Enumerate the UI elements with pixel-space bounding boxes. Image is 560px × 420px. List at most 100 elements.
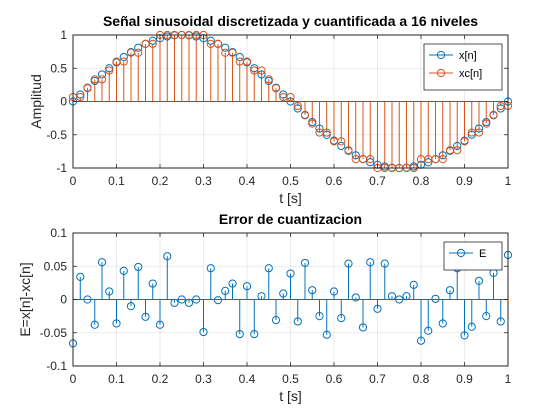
data-point — [155, 320, 165, 329]
x-tick-label: 1 — [505, 372, 512, 386]
data-point — [358, 323, 368, 332]
legend-marker — [436, 50, 446, 60]
x-tick-label: 1 — [505, 174, 512, 188]
data-point — [264, 75, 273, 84]
data-point — [242, 282, 252, 291]
x-tick-label: 0.9 — [456, 174, 473, 188]
data-point — [206, 36, 215, 45]
data-point — [235, 329, 244, 339]
data-point — [315, 312, 324, 321]
y-tick-label: -0.1 — [46, 359, 67, 373]
data-point — [438, 151, 447, 160]
y-tick-label: 0 — [60, 95, 67, 109]
x-tick-label: 0.5 — [282, 174, 299, 188]
data-point — [134, 48, 143, 57]
data-point — [76, 92, 85, 102]
bottom-x-axis-label: t [s] — [279, 388, 302, 404]
data-point — [293, 101, 302, 111]
data-point — [97, 75, 107, 84]
data-point — [83, 295, 92, 304]
data-point — [112, 319, 121, 328]
top-subplot: 0 0.1 0.2 0.3 0.4 0.5 0.6 0.7 0.8 0.9 1 -1 -0.5 0 0.5 1… — [28, 13, 513, 206]
data-point — [467, 130, 476, 139]
data-point — [482, 119, 491, 128]
data-point — [250, 329, 259, 339]
data-point — [445, 286, 455, 295]
top-chart-title: Señal sinusoidal discretizada y cuantifi… — [103, 13, 478, 29]
data-point — [279, 289, 288, 298]
data-point — [250, 64, 259, 73]
data-point — [322, 128, 331, 137]
data-point — [322, 330, 331, 339]
data-point — [337, 314, 346, 323]
data-point — [228, 48, 237, 57]
data-point — [293, 104, 302, 113]
data-point — [97, 258, 107, 267]
data-point — [308, 119, 317, 128]
data-point — [351, 293, 360, 302]
data-point — [221, 286, 230, 295]
x-tick-label: 0.7 — [369, 174, 386, 188]
data-point — [184, 298, 194, 307]
data-point — [148, 279, 157, 288]
data-point — [228, 279, 237, 288]
x-tick-label: 0.7 — [369, 372, 386, 386]
data-point — [467, 322, 476, 331]
data-point — [474, 124, 484, 133]
data-point — [213, 39, 223, 48]
data-point — [293, 317, 302, 326]
x-tick-label: 0.5 — [282, 372, 299, 386]
data-point — [474, 128, 484, 137]
data-point — [90, 320, 99, 329]
x-tick-label: 0.8 — [413, 174, 430, 188]
x-tick-label: 0.4 — [239, 174, 256, 188]
bottom-chart-title: Error de cuantizacion — [219, 211, 362, 227]
data-point — [315, 124, 324, 133]
data-point — [199, 327, 208, 337]
data-point — [286, 92, 295, 102]
data-point — [264, 264, 273, 273]
data-point — [271, 316, 281, 325]
data-point — [286, 269, 295, 278]
data-point — [424, 326, 433, 335]
x-tick-label: 0.6 — [326, 174, 343, 188]
data-point — [119, 57, 128, 66]
x-tick-label: 0.1 — [108, 372, 125, 386]
data-point — [474, 276, 484, 285]
x-tick-label: 0.3 — [195, 372, 212, 386]
bottom-y-axis-label: E=x[n]-xc[n] — [17, 262, 33, 336]
data-point — [170, 298, 179, 307]
data-point — [126, 302, 136, 311]
bottom-ticks: 0 0.1 0.2 0.3 0.4 0.5 0.6 0.7 0.8 0.9 1 -0.1 -0.05 0 0… — [40, 226, 512, 386]
legend-label-e: E — [479, 248, 486, 260]
legend-entry-x — [429, 50, 453, 60]
data-point — [366, 258, 375, 267]
data-point — [460, 331, 469, 340]
top-y-axis-label: Amplitud — [28, 74, 44, 128]
data-point — [242, 57, 252, 66]
data-point — [395, 295, 404, 304]
data-point — [416, 336, 426, 345]
data-point — [257, 292, 266, 301]
x-tick-label: 0.2 — [152, 372, 169, 386]
y-tick-label: -0.05 — [40, 326, 68, 340]
data-point — [409, 280, 418, 289]
data-point — [329, 287, 339, 296]
y-tick-label: 0 — [60, 293, 67, 307]
top-plot-marks — [68, 30, 513, 173]
x-tick-label: 0 — [70, 174, 77, 188]
top-ticks: 0 0.1 0.2 0.3 0.4 0.5 0.6 0.7 0.8 0.9 1 -1 -0.5 0 0.5 1 — [46, 28, 511, 188]
data-point — [119, 52, 128, 62]
data-point — [322, 130, 331, 139]
data-point — [460, 137, 469, 146]
legend-marker — [436, 68, 446, 78]
legend-marker — [456, 248, 466, 258]
legend-entry-e — [449, 248, 473, 258]
data-point — [206, 264, 215, 273]
data-point — [496, 104, 505, 113]
data-point — [351, 151, 360, 160]
data-point — [337, 141, 346, 151]
x-tick-label: 0.3 — [195, 174, 212, 188]
data-point — [192, 295, 201, 304]
y-tick-label: 0.1 — [50, 226, 67, 240]
